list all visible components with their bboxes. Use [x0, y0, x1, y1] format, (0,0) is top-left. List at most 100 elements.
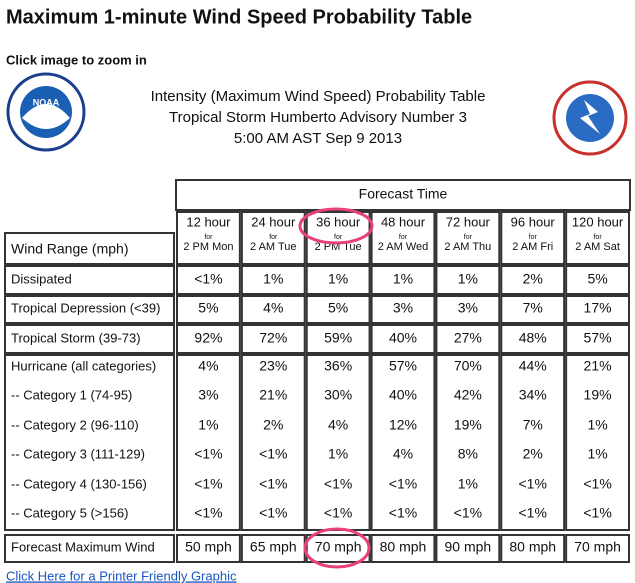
cell-value: 44%: [519, 358, 547, 374]
column-time: 2 AM Wed: [378, 241, 429, 253]
row-label: Tropical Depression (<39): [11, 300, 160, 315]
cell-value: <1%: [454, 505, 482, 521]
cell-value: <1%: [583, 476, 611, 492]
column-time: 2 PM Mon: [183, 241, 233, 253]
cell-border: [500, 295, 566, 324]
cell-border: [500, 211, 566, 265]
cell-value: 2%: [263, 417, 283, 433]
header-line: Intensity (Maximum Wind Speed) Probabili…: [151, 88, 486, 105]
column-hour: 96 hour: [511, 214, 556, 229]
column-time: 2 AM Thu: [444, 241, 491, 253]
cell-value: 1%: [263, 271, 283, 287]
cell-value: 4%: [393, 446, 413, 462]
cell-value: 40%: [389, 387, 417, 403]
cell-value: 42%: [454, 387, 482, 403]
column-time: 2 AM Fri: [512, 241, 553, 253]
cell-value: 2%: [523, 446, 543, 462]
row-label: -- Category 3 (111-129): [11, 446, 145, 461]
cell-value: 1%: [587, 417, 607, 433]
cell-border: [240, 265, 306, 295]
cell-value: 5%: [328, 300, 348, 316]
row-header: Wind Range (mph): [11, 241, 129, 257]
cell-value: <1%: [519, 476, 547, 492]
cell-border: [305, 211, 371, 265]
cell-value: 1%: [393, 271, 413, 287]
cell-value: <1%: [259, 505, 287, 521]
nws-logo: [552, 80, 628, 156]
cell-value: 1%: [198, 417, 218, 433]
cell-value: 21%: [584, 358, 612, 374]
cell-value: 48%: [519, 330, 547, 346]
cell-border: [565, 265, 631, 295]
column-for: for: [529, 234, 538, 241]
cell-value: 1%: [458, 476, 478, 492]
cell-border: [240, 211, 306, 265]
cell-value: 19%: [584, 387, 612, 403]
cell-border: [176, 324, 241, 354]
cell-value: 27%: [454, 330, 482, 346]
cell-value: <1%: [519, 505, 547, 521]
cell-value: 19%: [454, 417, 482, 433]
cell-value: 4%: [263, 300, 283, 316]
row-label: -- Category 4 (130-156): [11, 476, 147, 491]
cell-border: [370, 354, 436, 531]
cell-value: 50 mph: [185, 539, 232, 555]
cell-border: [176, 354, 241, 531]
highlight-circle: [303, 527, 371, 569]
cell-value: 3%: [458, 300, 478, 316]
cell-value: 1%: [328, 271, 348, 287]
cell-value: 4%: [328, 417, 348, 433]
cell-value: <1%: [194, 271, 222, 287]
cell-value: 90 mph: [445, 539, 492, 555]
cell-value: 3%: [393, 300, 413, 316]
cell-border: [370, 324, 436, 354]
cell-border: [370, 211, 436, 265]
column-for: for: [593, 234, 602, 241]
noaa-logo: NOAA: [6, 72, 86, 152]
cell-value: 30%: [324, 387, 352, 403]
cell-border: [305, 295, 371, 324]
row-label: -- Category 2 (96-110): [11, 417, 139, 432]
cell-border: [435, 534, 501, 563]
cell-value: 8%: [458, 446, 478, 462]
cell-value: <1%: [194, 476, 222, 492]
cell-border: [4, 265, 175, 295]
cell-border: [565, 534, 631, 563]
cell-value: 1%: [328, 446, 348, 462]
page-title: Maximum 1-minute Wind Speed Probability …: [6, 6, 472, 28]
cell-value: 65 mph: [250, 539, 297, 555]
cell-value: 70 mph: [574, 539, 621, 555]
column-for: for: [204, 234, 213, 241]
cell-value: 80 mph: [380, 539, 427, 555]
cell-border: [305, 265, 371, 295]
cell-value: 5%: [198, 300, 218, 316]
cell-value: 17%: [584, 300, 612, 316]
cell-value: 1%: [587, 446, 607, 462]
logo-disc: [566, 94, 614, 142]
row-label: -- Category 5 (>156): [11, 505, 128, 520]
printer-link[interactable]: Click Here for a Printer Friendly Graphi…: [6, 568, 237, 583]
column-hour: 12 hour: [186, 214, 231, 229]
cell-value: 92%: [194, 330, 222, 346]
cell-value: <1%: [389, 476, 417, 492]
column-for: for: [399, 234, 408, 241]
cell-value: 70%: [454, 358, 482, 374]
cell-border: [435, 265, 501, 295]
cell-border: [500, 265, 566, 295]
cell-border: [4, 534, 175, 563]
cell-value: <1%: [324, 505, 352, 521]
cell-border: [370, 265, 436, 295]
cell-value: 2%: [523, 271, 543, 287]
header-line: Tropical Storm Humberto Advisory Number …: [169, 109, 467, 126]
cell-value: <1%: [194, 446, 222, 462]
row-label: Tropical Storm (39-73): [11, 330, 141, 345]
cell-value: 57%: [584, 330, 612, 346]
cell-border: [565, 354, 631, 531]
cell-border: [565, 211, 631, 265]
cell-value: 1%: [458, 271, 478, 287]
column-for: for: [269, 234, 278, 241]
cell-border: [4, 354, 175, 531]
cell-border: [240, 354, 306, 531]
